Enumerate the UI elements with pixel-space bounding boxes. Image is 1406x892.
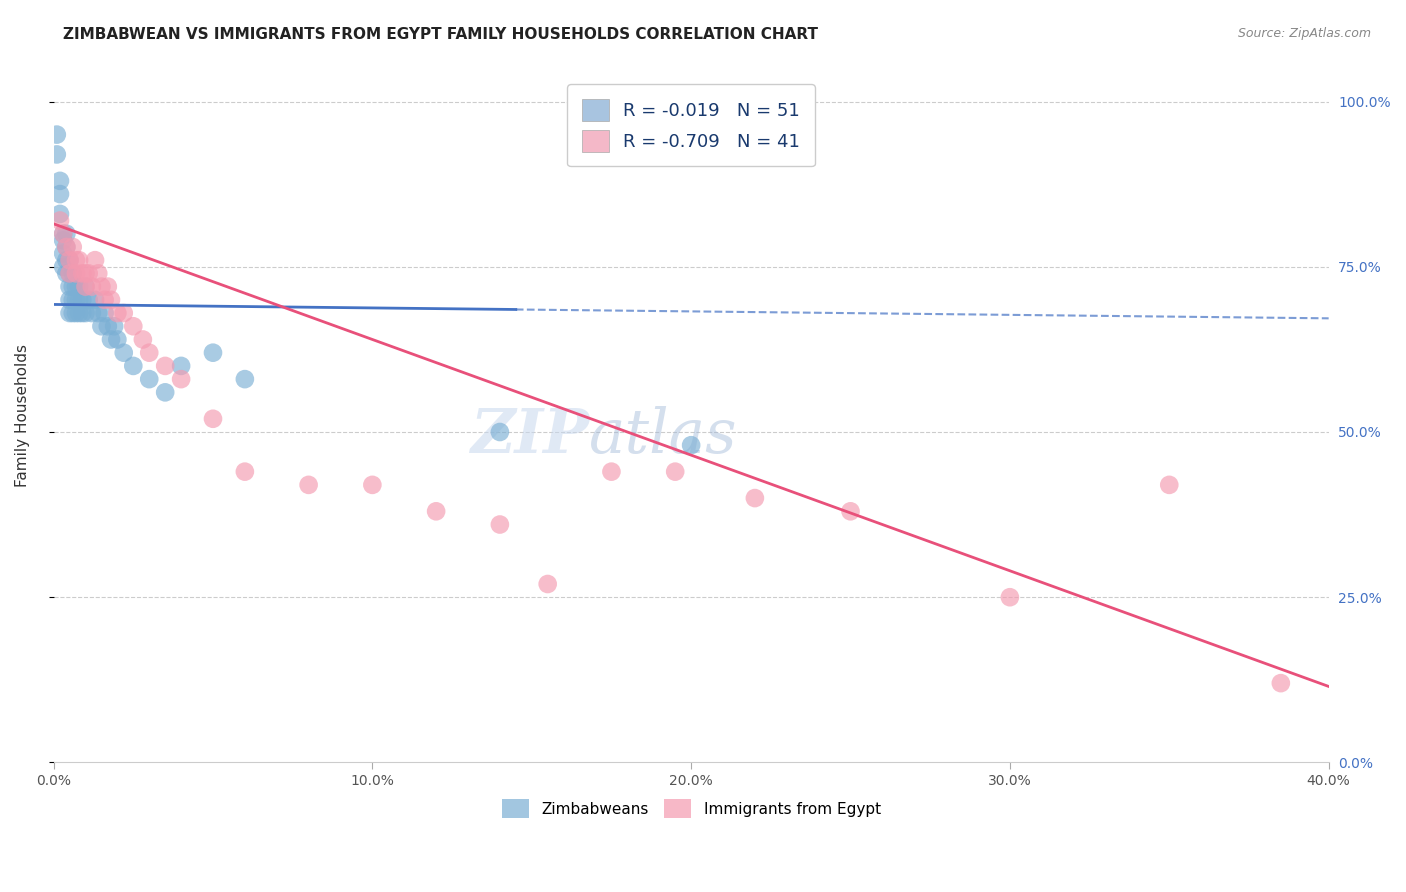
Point xyxy=(233,465,256,479)
Point xyxy=(72,293,94,307)
Point xyxy=(49,174,72,188)
Point xyxy=(489,517,512,532)
Point xyxy=(62,279,84,293)
Point xyxy=(52,227,75,241)
Point xyxy=(67,279,90,293)
Point xyxy=(58,266,80,280)
Point xyxy=(58,306,80,320)
Point xyxy=(84,253,107,268)
Point xyxy=(112,345,135,359)
Point xyxy=(600,465,623,479)
Point xyxy=(62,306,84,320)
Point xyxy=(537,577,560,591)
Point xyxy=(681,438,703,452)
Point xyxy=(77,266,100,280)
Point xyxy=(97,319,120,334)
Point xyxy=(87,266,110,280)
Point xyxy=(97,279,120,293)
Point xyxy=(664,465,686,479)
Point xyxy=(52,260,75,274)
Point xyxy=(100,333,122,347)
Text: ZIMBABWEAN VS IMMIGRANTS FROM EGYPT FAMILY HOUSEHOLDS CORRELATION CHART: ZIMBABWEAN VS IMMIGRANTS FROM EGYPT FAMI… xyxy=(63,27,818,42)
Point xyxy=(80,279,103,293)
Point xyxy=(80,306,103,320)
Point xyxy=(75,306,97,320)
Point xyxy=(122,359,145,373)
Point xyxy=(138,345,160,359)
Point xyxy=(84,293,107,307)
Point xyxy=(361,478,384,492)
Point xyxy=(67,293,90,307)
Point xyxy=(75,266,97,280)
Point xyxy=(75,279,97,293)
Point xyxy=(298,478,321,492)
Point xyxy=(65,293,87,307)
Text: Source: ZipAtlas.com: Source: ZipAtlas.com xyxy=(1237,27,1371,40)
Text: atlas: atlas xyxy=(589,406,738,467)
Point xyxy=(744,491,766,505)
Point xyxy=(90,319,112,334)
Point xyxy=(58,266,80,280)
Point xyxy=(87,306,110,320)
Point xyxy=(65,279,87,293)
Point xyxy=(1159,478,1181,492)
Point xyxy=(55,266,77,280)
Point xyxy=(55,240,77,254)
Point xyxy=(998,591,1021,605)
Point xyxy=(49,213,72,227)
Point xyxy=(1270,676,1292,690)
Point xyxy=(55,227,77,241)
Point xyxy=(49,187,72,202)
Point xyxy=(67,306,90,320)
Point xyxy=(62,240,84,254)
Point xyxy=(52,233,75,247)
Point xyxy=(49,207,72,221)
Point xyxy=(65,266,87,280)
Point xyxy=(170,359,193,373)
Point xyxy=(58,253,80,268)
Point xyxy=(170,372,193,386)
Point xyxy=(201,411,224,425)
Point xyxy=(425,504,447,518)
Point xyxy=(62,293,84,307)
Point xyxy=(55,253,77,268)
Point xyxy=(153,385,176,400)
Text: ZIP: ZIP xyxy=(470,406,589,467)
Y-axis label: Family Households: Family Households xyxy=(15,344,30,487)
Point xyxy=(72,266,94,280)
Point xyxy=(138,372,160,386)
Point xyxy=(58,279,80,293)
Point xyxy=(93,293,115,307)
Point xyxy=(112,306,135,320)
Point xyxy=(132,333,155,347)
Point xyxy=(65,253,87,268)
Point xyxy=(103,319,125,334)
Point xyxy=(55,240,77,254)
Point xyxy=(839,504,862,518)
Legend: Zimbabweans, Immigrants from Egypt: Zimbabweans, Immigrants from Egypt xyxy=(495,793,887,824)
Point xyxy=(105,333,128,347)
Point xyxy=(67,253,90,268)
Point xyxy=(105,306,128,320)
Point xyxy=(65,306,87,320)
Point xyxy=(62,266,84,280)
Point xyxy=(122,319,145,334)
Point xyxy=(100,293,122,307)
Point xyxy=(45,128,67,142)
Point xyxy=(45,147,67,161)
Point xyxy=(153,359,176,373)
Point xyxy=(58,293,80,307)
Point xyxy=(201,345,224,359)
Point xyxy=(90,279,112,293)
Point xyxy=(93,306,115,320)
Point xyxy=(72,306,94,320)
Point xyxy=(58,253,80,268)
Point xyxy=(52,246,75,260)
Point xyxy=(77,293,100,307)
Point xyxy=(489,425,512,439)
Point xyxy=(233,372,256,386)
Point xyxy=(52,227,75,241)
Point xyxy=(75,279,97,293)
